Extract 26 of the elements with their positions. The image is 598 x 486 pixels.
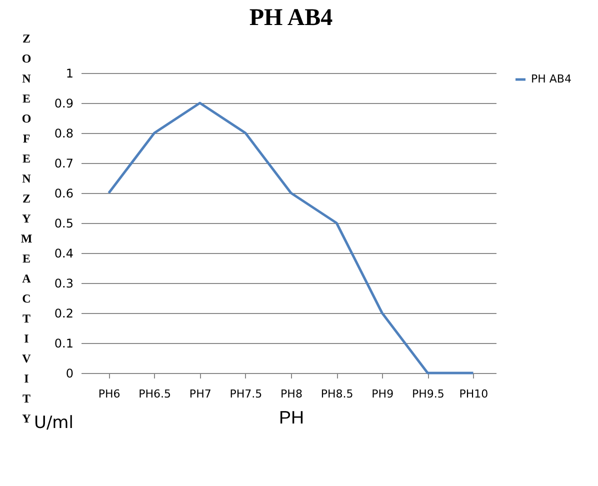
y-tick-label: 0.3: [54, 276, 74, 290]
y-tick-label: 0.9: [54, 96, 74, 110]
y-tick-label: 0.7: [54, 156, 74, 170]
x-tick-label: PH6.5: [138, 388, 172, 400]
y-tick-label: 0.4: [54, 246, 74, 260]
y-tick-label: 1: [66, 66, 74, 80]
chart-title: PH AB4: [249, 5, 333, 31]
x-tick-label: PH8: [280, 388, 302, 400]
text: ZONE OF ENZYME ACTIVITY: [20, 32, 32, 426]
y-tick-label: 0: [66, 366, 74, 380]
x-tick-label: PH6: [98, 388, 120, 400]
y-tick-label: 0.6: [54, 186, 74, 200]
y-tick-label: 0.5: [54, 216, 74, 230]
x-tick-label: PH9.5: [412, 388, 444, 400]
x-tick-label: PH7.5: [230, 388, 262, 400]
y-tick-label: 0.8: [54, 126, 74, 140]
legend-label: PH AB4: [531, 72, 572, 86]
x-tick-label: PH7: [189, 388, 212, 400]
y-tick-label: 0.1: [54, 336, 74, 350]
text: U/ml: [34, 413, 74, 433]
x-tick-label: PH8.5: [320, 388, 354, 400]
y-tick-label: 0.2: [54, 306, 74, 320]
line-series: [108, 102, 474, 374]
x-tick-label: PH10: [459, 388, 488, 400]
x-tick-label: PH9: [372, 388, 394, 400]
x-axis-title: PH: [278, 408, 304, 428]
